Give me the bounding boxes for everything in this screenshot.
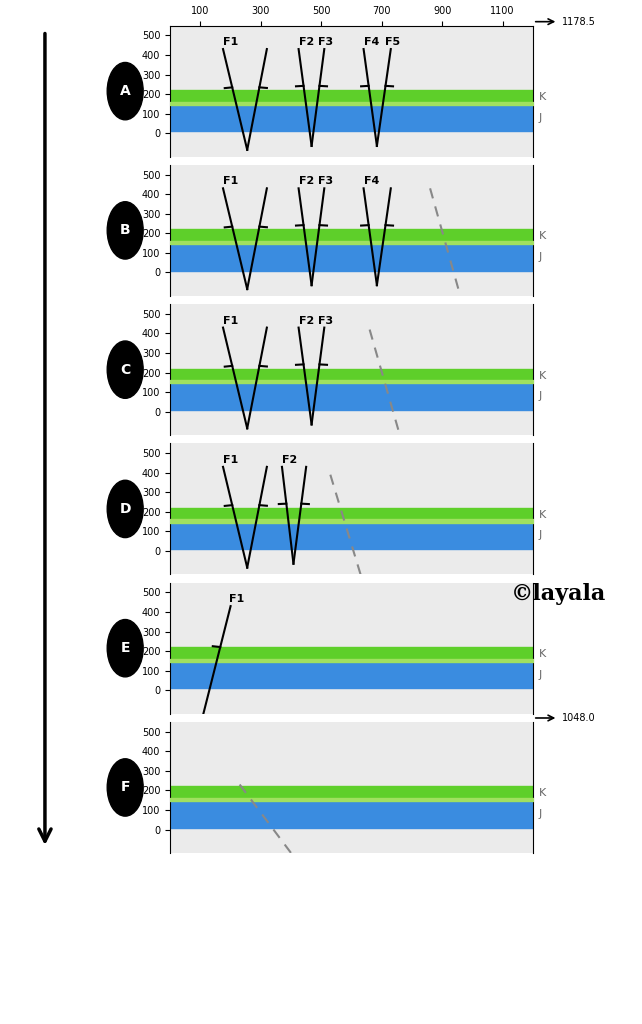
Bar: [170, 583, 533, 714]
Text: J: J: [539, 113, 542, 123]
Text: K: K: [539, 231, 546, 242]
Text: F1: F1: [223, 455, 238, 465]
Text: F1: F1: [223, 37, 238, 47]
Text: F2: F2: [299, 37, 314, 47]
Text: K: K: [539, 510, 546, 520]
Text: E: E: [121, 641, 130, 655]
Text: F4: F4: [363, 176, 379, 186]
Bar: [170, 26, 533, 157]
Text: F1: F1: [229, 594, 245, 604]
Text: A: A: [120, 84, 130, 98]
Text: D: D: [119, 502, 131, 516]
Bar: [170, 722, 533, 853]
Text: B: B: [120, 223, 130, 238]
Text: F3: F3: [318, 37, 333, 47]
Bar: [170, 443, 533, 574]
Text: F2: F2: [299, 315, 314, 326]
Text: K: K: [539, 92, 546, 102]
Text: ©layala: ©layala: [511, 583, 606, 605]
Text: 1178.5: 1178.5: [562, 16, 596, 27]
Text: J: J: [539, 530, 542, 541]
Text: F: F: [121, 780, 130, 795]
Text: K: K: [539, 371, 546, 381]
Text: F3: F3: [318, 315, 333, 326]
Text: K: K: [539, 649, 546, 659]
Bar: [170, 165, 533, 296]
Text: F5: F5: [385, 37, 400, 47]
Text: 1048.0: 1048.0: [562, 713, 596, 723]
Text: F3: F3: [318, 176, 333, 186]
Text: J: J: [539, 670, 542, 680]
Text: F2: F2: [299, 176, 314, 186]
Text: J: J: [539, 391, 542, 401]
Text: K: K: [539, 788, 546, 799]
Text: F2: F2: [282, 455, 297, 465]
Text: F1: F1: [223, 315, 238, 326]
Text: J: J: [539, 252, 542, 262]
Bar: [170, 304, 533, 435]
Text: C: C: [120, 362, 130, 377]
Text: F1: F1: [223, 176, 238, 186]
Text: F4: F4: [363, 37, 379, 47]
Text: J: J: [539, 809, 542, 819]
